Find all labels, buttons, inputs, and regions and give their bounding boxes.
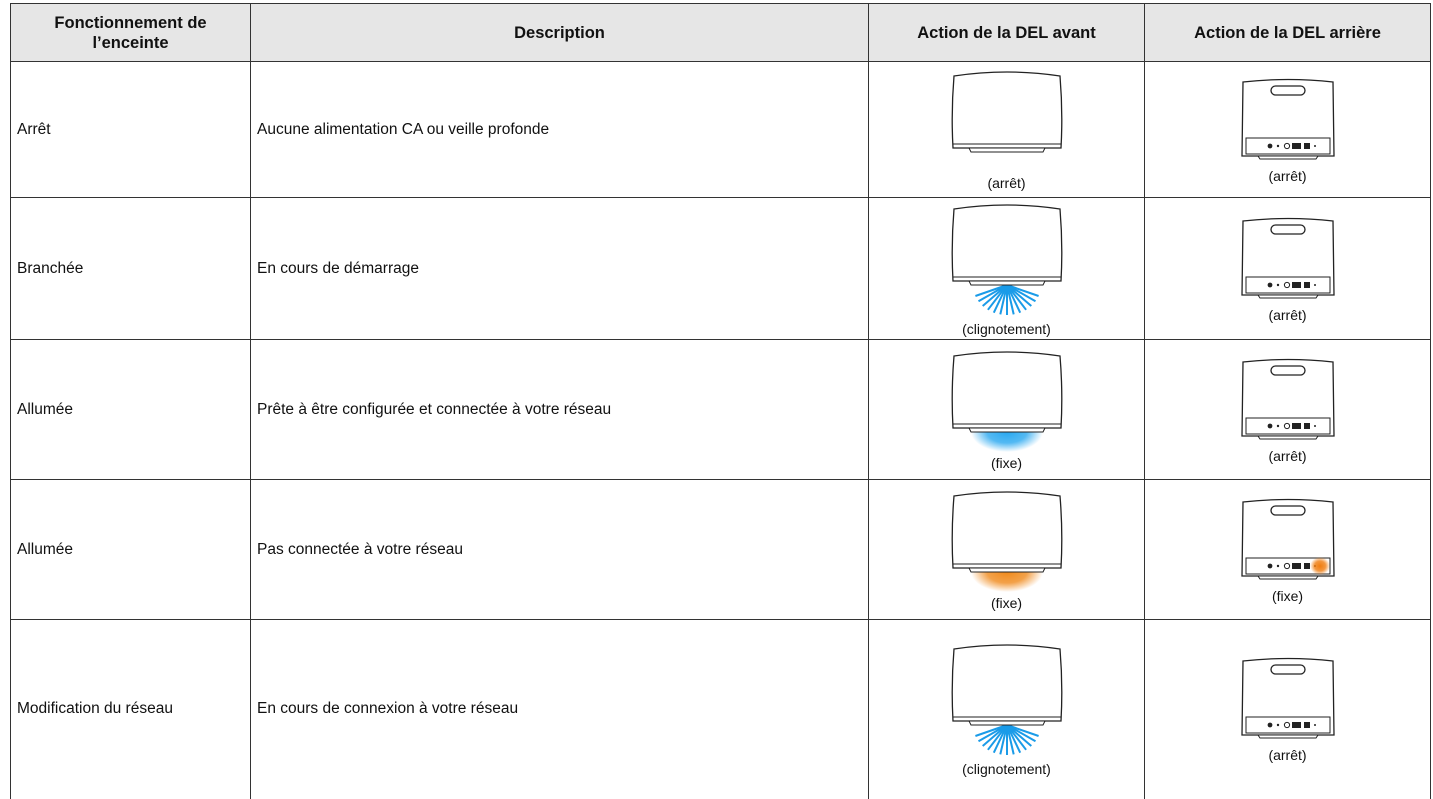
back-led-cell: (arrêt) <box>1144 619 1431 799</box>
description-cell: Prête à être configurée et connectée à v… <box>250 339 869 480</box>
back-speaker-icon <box>1240 498 1335 579</box>
led-caption: (fixe) <box>1271 587 1304 604</box>
header-cell: Description <box>250 3 869 62</box>
led-caption: (fixe) <box>990 595 1023 611</box>
table-row: Allumée Prête à être configurée et connec… <box>10 339 1431 480</box>
description-cell: En cours de démarrage <box>250 197 869 340</box>
led-caption: (arrêt) <box>1268 306 1307 323</box>
operation-cell: Modification du réseau <box>10 619 251 799</box>
table-row: Branchée En cours de démarrage (clignotem… <box>10 197 1431 340</box>
header-cell: Action de la DEL avant <box>868 3 1145 62</box>
operation-cell: Allumée <box>10 339 251 480</box>
back-speaker-icon <box>1240 358 1335 439</box>
back-led-cell: (fixe) <box>1144 479 1431 620</box>
front-led-cell: (fixe) <box>868 479 1145 620</box>
header-cell: Fonctionnement de l’enceinte <box>10 3 251 62</box>
front-led-cell: (clignotement) <box>868 619 1145 799</box>
description-cell: En cours de connexion à votre réseau <box>250 619 869 799</box>
led-caption: (arrêt) <box>987 175 1026 191</box>
led-caption: (clignotement) <box>962 761 1051 778</box>
front-speaker-icon <box>951 203 1062 315</box>
front-led-cell: (clignotement) <box>868 197 1145 340</box>
front-speaker-icon <box>951 644 1062 756</box>
description-cell: Aucune alimentation CA ou veille profond… <box>250 61 869 198</box>
back-led-cell: (arrêt) <box>1144 339 1431 480</box>
led-caption: (arrêt) <box>1268 747 1307 764</box>
led-caption: (arrêt) <box>1268 167 1307 184</box>
front-speaker-icon <box>951 351 1062 452</box>
back-speaker-icon <box>1240 658 1335 739</box>
table-body: Arrêt Aucune alimentation CA ou veille pr… <box>10 61 1431 799</box>
back-led-cell: (arrêt) <box>1144 61 1431 198</box>
operation-cell: Arrêt <box>10 61 251 198</box>
header-row: Fonctionnement de l’enceinte Description… <box>10 3 1431 62</box>
front-speaker-icon <box>951 491 1062 592</box>
front-led-cell: (arrêt) <box>868 61 1145 198</box>
table-row: Arrêt Aucune alimentation CA ou veille pr… <box>10 61 1431 198</box>
back-speaker-icon <box>1240 78 1335 159</box>
back-speaker-icon <box>1240 217 1335 298</box>
operation-cell: Allumée <box>10 479 251 620</box>
front-speaker-icon <box>951 71 1062 153</box>
back-led-cell: (arrêt) <box>1144 197 1431 340</box>
operation-cell: Branchée <box>10 197 251 340</box>
description-cell: Pas connectée à votre réseau <box>250 479 869 620</box>
led-caption: (fixe) <box>990 455 1023 471</box>
table-row: Allumée Pas connectée à votre réseau (fix… <box>10 479 1431 620</box>
led-table: Fonctionnement de l’enceinte Description… <box>10 3 1431 799</box>
table-row: Modification du réseau En cours de connex… <box>10 619 1431 799</box>
led-caption: (clignotement) <box>962 320 1051 337</box>
front-led-cell: (fixe) <box>868 339 1145 480</box>
led-caption: (arrêt) <box>1268 447 1307 464</box>
header-cell: Action de la DEL arrière <box>1144 3 1431 62</box>
